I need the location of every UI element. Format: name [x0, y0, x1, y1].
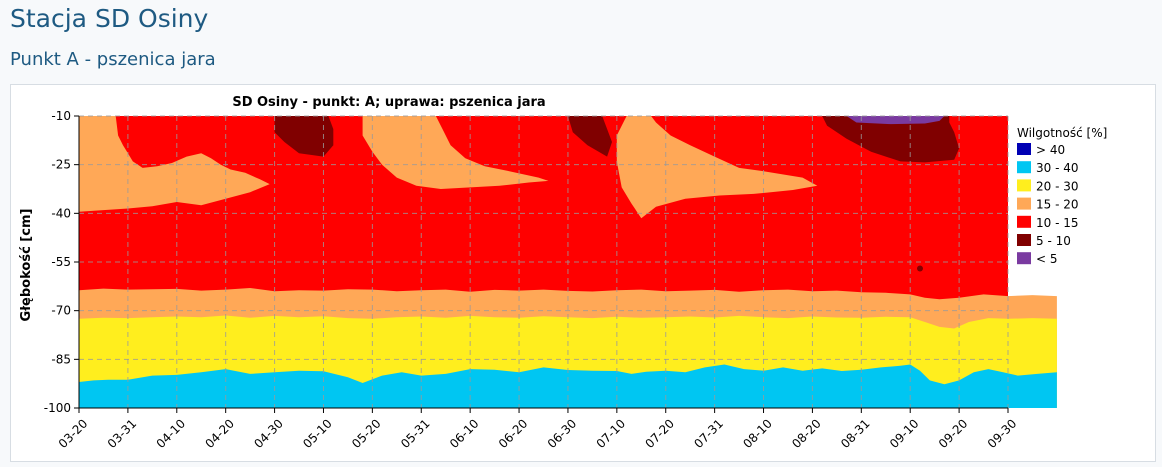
x-tick-label: 05-20	[349, 416, 384, 451]
x-tick-label: 03-31	[105, 416, 140, 451]
x-tick-label: 04-10	[154, 416, 189, 451]
region-6	[274, 116, 334, 157]
x-tick-label: 05-10	[300, 416, 335, 451]
region-8	[822, 116, 960, 163]
legend-swatch	[1017, 179, 1031, 192]
x-tick-label: 08-31	[838, 416, 873, 451]
x-tick-label: 08-10	[740, 416, 775, 451]
legend-swatch	[1017, 215, 1031, 228]
region-5	[616, 116, 818, 219]
region-4	[362, 116, 549, 189]
legend-label: 5 - 10	[1036, 234, 1071, 248]
legend-swatch	[1017, 234, 1031, 246]
legend-label: < 5	[1036, 252, 1058, 266]
x-tick-label: 06-20	[496, 416, 531, 451]
legend-label: 10 - 15	[1036, 216, 1079, 230]
x-tick-label: 03-20	[56, 416, 91, 451]
chart-frame: SD Osiny - punkt: A; uprawa: pszenica ja…	[10, 84, 1156, 462]
point-marker	[916, 265, 923, 272]
x-tick-label: 07-31	[691, 416, 726, 451]
y-tick-label: -10	[51, 109, 71, 123]
x-tick-label: 09-20	[936, 416, 971, 451]
x-tick-label: 07-20	[643, 416, 678, 451]
x-tick-label: 08-20	[789, 416, 824, 451]
legend: > 40 30 - 40 20 - 30 15 - 20 10 - 15 5 - 10 < …	[1017, 143, 1079, 266]
region-3	[79, 116, 270, 212]
legend-swatch	[1017, 161, 1031, 174]
y-axis-label: Głębokość [cm]	[19, 209, 34, 322]
x-tick-label: 06-10	[447, 416, 482, 451]
y-tick-label: -100	[44, 401, 71, 415]
x-tick-label: 05-31	[398, 416, 433, 451]
x-tick-label: 07-10	[594, 416, 629, 451]
legend-title: Wilgotność [%]	[1017, 126, 1107, 140]
chart-title: SD Osiny - punkt: A; uprawa: pszenica ja…	[232, 95, 545, 110]
y-tick-label: -70	[51, 304, 71, 318]
y-tick-label: -25	[51, 158, 71, 172]
legend-label: > 40	[1036, 143, 1065, 157]
region-9	[846, 116, 945, 125]
moisture-chart: SD Osiny - punkt: A; uprawa: pszenica ja…	[19, 95, 1107, 451]
x-tick-label: 09-10	[887, 416, 922, 451]
y-tick-label: -40	[51, 206, 71, 220]
y-tick-label: -55	[51, 255, 71, 269]
legend-label: 30 - 40	[1036, 161, 1079, 175]
x-tick-label: 06-30	[545, 416, 580, 451]
region-7	[567, 116, 612, 157]
x-tick-label: 04-30	[251, 416, 286, 451]
legend-label: 15 - 20	[1036, 198, 1079, 212]
x-tick-label: 09-30	[985, 416, 1020, 451]
page-title: Stacja SD Osiny	[10, 4, 209, 33]
section-title: Punkt A - pszenica jara	[10, 49, 216, 70]
legend-swatch	[1017, 143, 1031, 155]
legend-label: 20 - 30	[1036, 179, 1079, 193]
legend-swatch	[1017, 252, 1031, 265]
legend-swatch	[1017, 197, 1031, 210]
y-tick-label: -85	[51, 352, 71, 366]
x-tick-label: 04-20	[202, 416, 237, 451]
